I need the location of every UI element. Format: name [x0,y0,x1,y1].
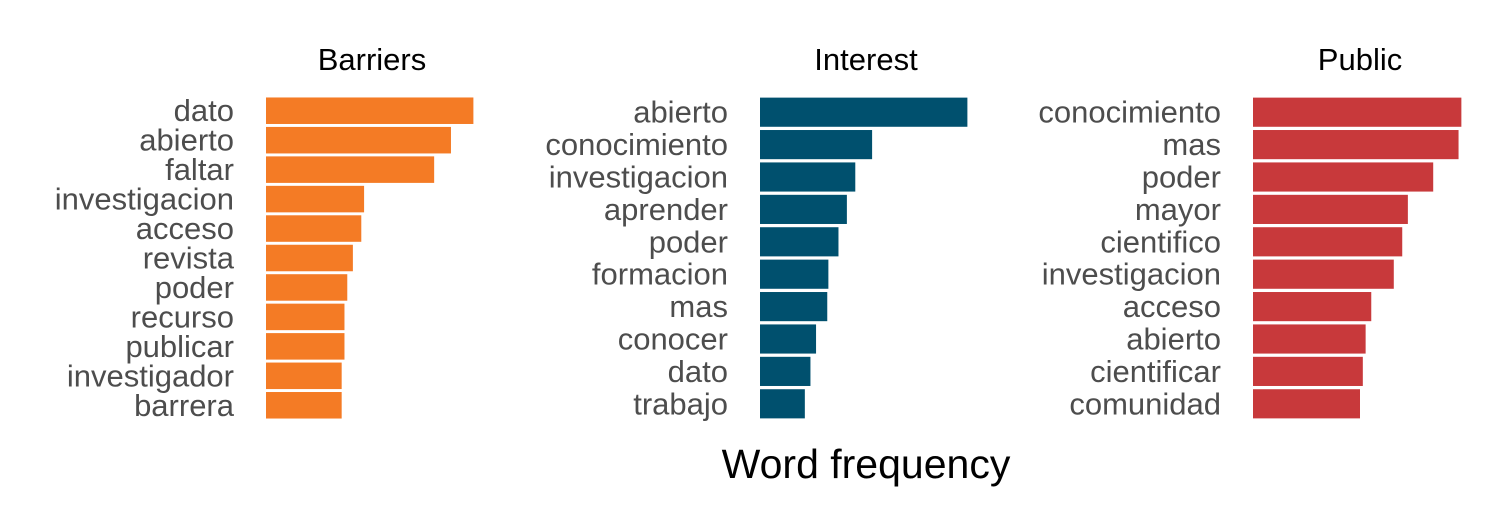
tick-label-dato: dato [174,93,234,128]
tick-label-acceso: acceso [1123,289,1221,324]
bar-publicar [266,333,345,360]
tick-label-comunidad: comunidad [1069,386,1221,421]
tick-label-faltar: faltar [165,152,234,187]
bar-conocimiento [1253,97,1462,127]
bar-cientificar [1253,356,1363,386]
tick-label-poder: poder [1142,160,1221,195]
bar-barrera [266,392,342,419]
bar-poder [1253,162,1434,192]
tick-label-acceso: acceso [136,211,234,246]
tick-label-cientifico: cientifico [1100,224,1221,259]
bar-mas [1253,130,1459,160]
bar-trabajo [760,389,805,419]
tick-label-publicar: publicar [125,329,234,364]
bar-investigacion [1253,259,1394,289]
tick-label-investigacion: investigacion [55,182,234,217]
bar-cientifico [1253,227,1403,257]
bar-conocimiento [760,130,873,160]
panel-title-public: Public [1318,42,1402,77]
tick-label-abierto: abierto [633,95,728,130]
bar-aprender [760,194,847,224]
panel-public: Public conocimientomaspodermayorcientifi… [1038,42,1462,421]
tick-label-conocimiento: conocimiento [545,127,728,162]
bar-mas [760,292,828,322]
tick-label-abierto: abierto [1126,322,1221,357]
bar-revista [266,244,353,272]
tick-label-trabajo: trabajo [633,386,728,421]
bar-investigacion [760,162,856,192]
bar-recurso [266,303,345,331]
tick-label-barrera: barrera [134,388,235,423]
x-axis-label: Word frequency [722,441,1011,487]
tick-label-poder: poder [155,270,234,305]
bar-abierto [266,126,451,154]
bar-dato [760,356,811,386]
tick-label-conocimiento: conocimiento [1038,95,1221,130]
bar-acceso [1253,292,1372,322]
bar-abierto [760,97,968,127]
bar-formacion [760,259,829,289]
tick-label-recurso: recurso [131,299,234,334]
bar-acceso [266,215,362,242]
panel-interest: Interest abiertoconocimientoinvestigacio… [545,42,968,421]
panel-title-interest: Interest [814,42,918,77]
tick-label-aprender: aprender [604,192,728,227]
tick-label-abierto: abierto [139,123,234,158]
tick-label-mas: mas [1162,127,1221,162]
tick-label-mas: mas [669,289,728,324]
tick-label-mayor: mayor [1135,192,1221,227]
bar-conocer [760,324,817,354]
bar-abierto [1253,324,1366,354]
panel-barriers: Barriers datoabiertofaltarinvestigaciona… [55,42,474,423]
bar-mayor [1253,194,1408,224]
tick-label-investigacion: investigacion [1042,257,1221,292]
bar-poder [760,227,839,257]
bar-dato [266,97,474,124]
tick-label-cientificar: cientificar [1090,354,1221,389]
tick-label-poder: poder [649,224,728,259]
bar-faltar [266,156,435,183]
bar-comunidad [1253,389,1360,419]
tick-label-conocer: conocer [618,322,728,357]
tick-label-dato: dato [668,354,728,389]
tick-label-investigacion: investigacion [549,160,728,195]
tick-label-formacion: formacion [592,257,728,292]
tick-label-revista: revista [143,241,235,276]
bar-investigacion [266,185,365,213]
tick-label-investigador: investigador [67,358,234,393]
panel-title-barriers: Barriers [318,42,427,77]
bar-investigador [266,362,342,390]
bar-poder [266,274,348,301]
